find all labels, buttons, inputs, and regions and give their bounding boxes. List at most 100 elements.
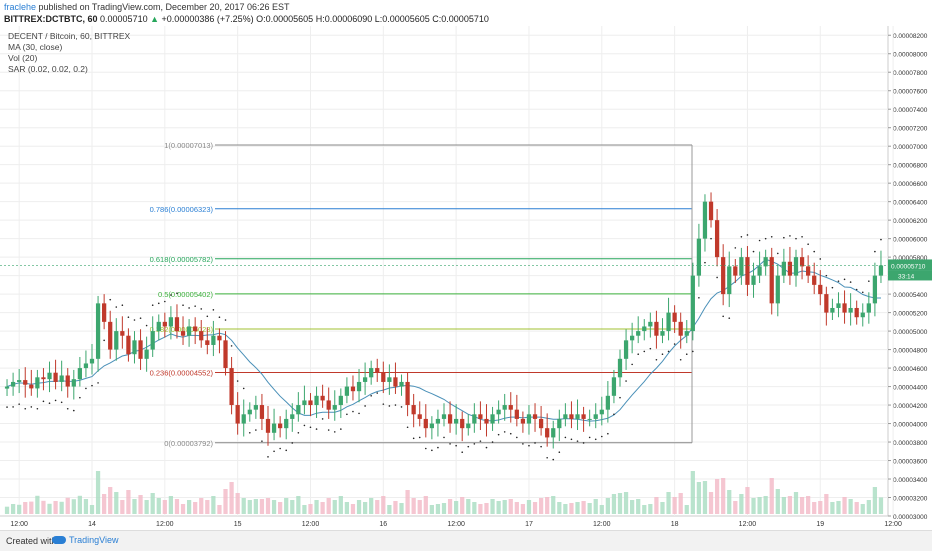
sar-dot [164, 300, 166, 303]
sar-dot [552, 458, 555, 461]
volume-bar [162, 500, 167, 514]
candle-body [678, 321, 683, 336]
y-tick-label: 0.00003600 [893, 459, 928, 466]
y-tick-label: 0.00005200 [893, 311, 928, 318]
volume-bar [587, 503, 592, 514]
chart-header: fraclehe published on TradingView.com, D… [0, 0, 932, 26]
y-tick-label: 0.00003800 [893, 440, 928, 447]
volume-bar [17, 504, 22, 514]
volume-bar [648, 504, 653, 514]
volume-bar [824, 494, 829, 514]
candle-body [180, 331, 186, 336]
candle-body [757, 266, 762, 276]
volume-bar [186, 500, 192, 514]
candle-body [344, 386, 350, 396]
volume-bar [842, 497, 847, 514]
ohlc-values: O:0.00005605 H:0.00006090 L:0.00005605 C… [256, 14, 489, 24]
volume-bar [502, 500, 507, 514]
y-tick-label: 0.00006600 [893, 181, 928, 188]
sar-dot [327, 429, 330, 431]
sar-dot [364, 405, 366, 407]
candle-body [217, 335, 222, 341]
sar-dot [673, 343, 676, 345]
volume-bar [284, 498, 289, 514]
sar-dot [655, 358, 658, 361]
candle-body [733, 266, 738, 276]
candle-body [150, 331, 155, 350]
sar-dot [868, 280, 870, 282]
volume-bar [205, 500, 210, 514]
sar-dot [133, 319, 136, 321]
sar-dot [406, 426, 409, 429]
y-tick-label: 0.00003200 [893, 496, 928, 503]
candle-body [326, 400, 331, 410]
candle-body [423, 418, 428, 429]
sar-dot [558, 451, 561, 454]
volume-bar [757, 497, 762, 514]
volume-bar [4, 506, 10, 514]
sar-dot [485, 446, 488, 449]
publish-text: published on TradingView.com, December 2… [38, 2, 290, 12]
candle-body [95, 303, 101, 359]
candle-body [290, 414, 295, 419]
sar-dot [734, 247, 737, 249]
cloud-icon [52, 536, 66, 544]
volume-bar [193, 502, 198, 514]
legend-vol[interactable]: Vol (20) [8, 53, 38, 63]
sar-dot [139, 317, 142, 319]
candle-body [314, 395, 319, 406]
volume-bar [10, 504, 16, 514]
candle-body [41, 377, 46, 380]
candle-body [478, 414, 483, 419]
candle-body [630, 335, 635, 341]
candle-body [265, 418, 271, 433]
sar-dot [115, 306, 118, 308]
volume-bar [108, 487, 113, 514]
candle-body [23, 380, 28, 385]
volume-bar [180, 504, 186, 514]
volume-bar [95, 471, 101, 514]
author-link[interactable]: fraclehe [4, 2, 37, 12]
sar-dot [224, 319, 227, 321]
candle-body [356, 381, 362, 392]
sar-dot [188, 307, 190, 309]
volume-bar [569, 503, 574, 514]
candle-body [108, 321, 113, 350]
legend-sar[interactable]: SAR (0.02, 0.02, 0.2) [8, 64, 88, 74]
candle-body [690, 275, 695, 332]
candle-body [211, 335, 216, 345]
volume-bar [605, 498, 610, 514]
candle-body [575, 414, 580, 419]
sar-dot [449, 443, 451, 445]
volume-bar [259, 499, 265, 514]
candle-body [696, 238, 702, 276]
sar-dot [303, 424, 306, 427]
sar-dot [546, 456, 548, 459]
sar-dot [758, 239, 761, 242]
volume-bar [617, 493, 623, 514]
candle-body [199, 331, 204, 341]
sar-dot [291, 442, 294, 444]
y-tick-label: 0.00003400 [893, 477, 928, 484]
tradingview-logo[interactable]: TradingView [52, 535, 119, 545]
volume-bar [599, 505, 604, 514]
sar-dot [340, 428, 342, 430]
x-tick-label: 12:00 [10, 521, 28, 528]
y-tick-label: 0.00008000 [893, 52, 928, 59]
candle-body [308, 400, 313, 406]
candle-body [454, 418, 459, 424]
candle-body [708, 201, 714, 221]
volume-bar [35, 495, 40, 514]
price-chart[interactable]: 0.00003000 0.00003200 0.00003400 0.00003600… [0, 26, 932, 530]
sar-dot [370, 395, 372, 397]
volume-bar [441, 503, 447, 514]
candle-body [53, 372, 58, 382]
volume-bar [714, 479, 720, 514]
legend-ma[interactable]: MA (30, close) [8, 42, 63, 52]
sar-dot [121, 304, 124, 307]
y-tick-label: 0.00007000 [893, 144, 928, 151]
sar-dot [722, 315, 724, 318]
sar-dot [388, 405, 391, 407]
volume-bar [581, 501, 586, 514]
sar-dot [109, 298, 112, 301]
